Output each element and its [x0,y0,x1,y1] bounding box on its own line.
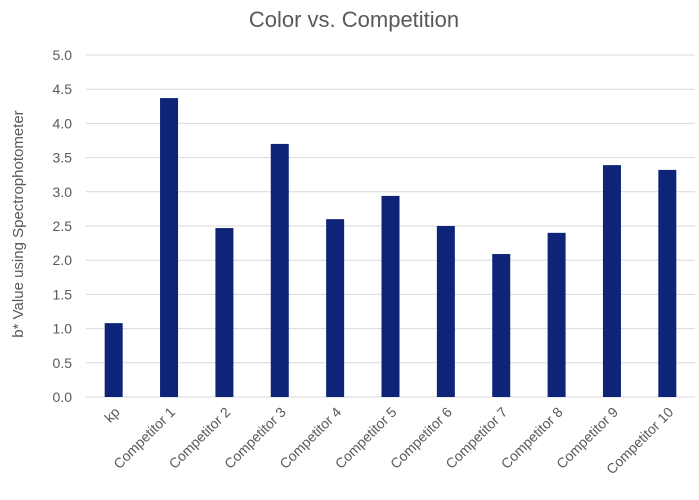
y-tick-label: 2.0 [53,252,73,268]
y-tick-label: 4.5 [53,81,73,97]
y-tick-label: 0.5 [53,355,73,371]
y-axis-label: b* Value using Spectrophotometer [10,110,27,337]
bars [104,98,677,397]
y-axis-ticks: 0.0 0.5 1.0 1.5 2.0 2.5 3.0 3.5 4.0 4.5 5.0 [53,47,73,405]
bar-competitor-3 [270,143,289,397]
bar-competitor-9 [602,165,621,397]
y-tick-label: 3.0 [53,184,73,200]
bar-competitor-6 [436,226,455,397]
bar-competitor-8 [547,232,566,397]
y-tick-label: 1.0 [53,321,73,337]
y-tick-label: 3.5 [53,150,73,166]
bar-competitor-5 [381,195,400,397]
bar-competitor-2 [215,228,234,397]
x-tick-label: kp [101,404,123,426]
y-tick-label: 0.0 [53,389,73,405]
bar-competitor-1 [160,98,179,397]
bar-competitor-10 [658,169,677,397]
bar-competitor-4 [326,219,345,397]
y-tick-label: 5.0 [53,47,73,63]
bar-kp [104,323,123,397]
bar-competitor-7 [492,254,511,397]
y-tick-label: 4.0 [53,115,73,131]
y-tick-label: 2.5 [53,218,73,234]
chart-title: Color vs. Competition [249,7,459,32]
y-tick-label: 1.5 [53,286,73,302]
